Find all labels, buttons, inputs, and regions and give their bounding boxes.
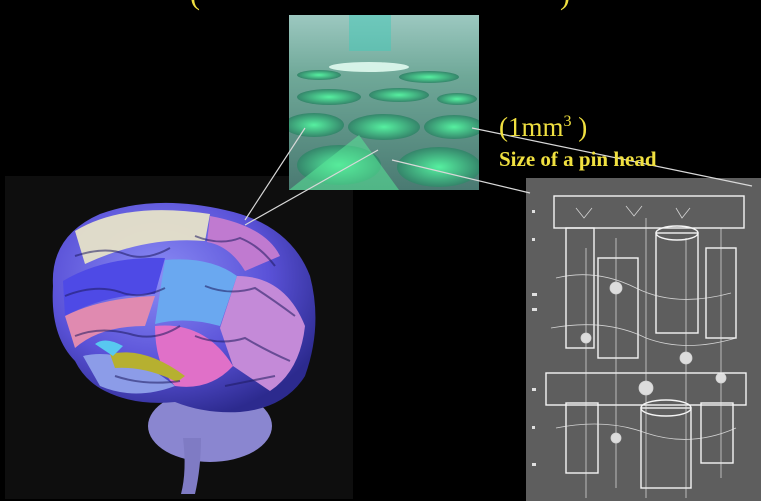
layer-marks [532,210,537,466]
volume-close-paren: ) [571,112,588,142]
volume-open-paren: ( [499,112,508,142]
diagram-neurons [550,205,737,498]
column-circuit-diagram [526,178,761,501]
region-temporal [83,354,175,394]
volume-value: 1mm [508,112,564,142]
region-cyan [95,340,123,356]
column-illustration [289,15,479,190]
region-blue [63,257,165,316]
volume-exponent: 3 [563,113,572,130]
title-fragment-right: ) [560,0,570,12]
circuit-illustration [526,178,761,501]
region-pink-left [65,296,155,348]
title-fragment-left: ( [190,0,200,12]
region-violet-top [207,216,280,271]
column-top-glow [349,15,391,51]
size-caption: Size of a pin head [499,147,657,171]
volume-label: (1mm3 ) [499,112,587,143]
brainstem [181,438,201,494]
region-olive [110,352,185,382]
cortical-column-photo [289,15,479,190]
gyri-texture [64,235,296,387]
brain-render-image [5,176,353,499]
region-light-blue [155,259,237,326]
region-pink-right [220,276,305,391]
brain-illustration [52,202,316,494]
